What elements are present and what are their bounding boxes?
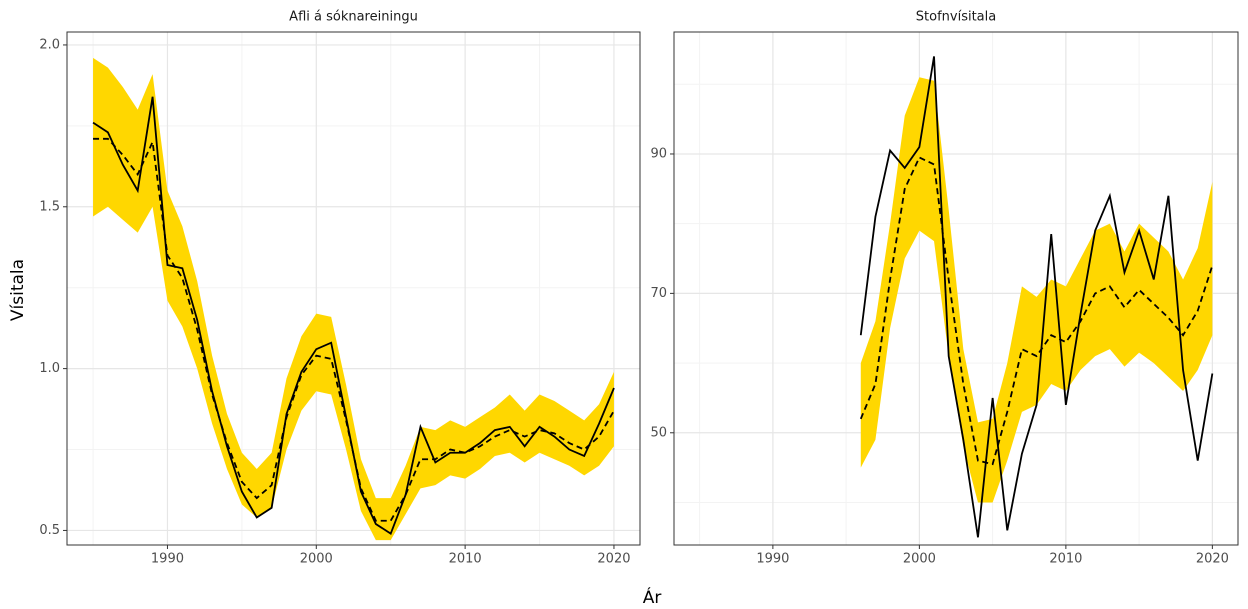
panel-title: Stofnvísitala	[916, 10, 996, 25]
panel-border	[66, 31, 641, 546]
panel-title: Afli á sóknareiningu	[289, 10, 418, 25]
x-tick-label: 2000	[903, 552, 936, 567]
x-tick-label: 2000	[300, 552, 333, 567]
x-axis-title: Ár	[643, 586, 662, 608]
x-tick-label: 2010	[1049, 552, 1082, 567]
y-tick-label: 50	[650, 425, 667, 440]
y-tick-label: 1.0	[39, 361, 60, 376]
y-tick-label: 90	[650, 146, 667, 161]
x-tick-label: 2020	[1196, 552, 1229, 567]
x-tick-label: 2010	[449, 552, 482, 567]
confidence-band	[860, 77, 1213, 503]
panel-border	[673, 31, 1239, 546]
y-tick-label: 0.5	[39, 523, 60, 538]
line	[859, 156, 1214, 466]
x-tick-label: 1990	[756, 552, 789, 567]
x-tick-label: 2020	[597, 552, 630, 567]
y-tick-label: 70	[650, 286, 667, 301]
y-axis-title: Vísitala	[8, 259, 28, 321]
line	[859, 56, 1214, 538]
y-tick-label: 1.5	[39, 199, 60, 214]
x-tick-label: 1990	[151, 552, 184, 567]
confidence-band	[93, 57, 614, 541]
y-tick-label: 2.0	[39, 37, 60, 52]
line	[93, 137, 615, 522]
